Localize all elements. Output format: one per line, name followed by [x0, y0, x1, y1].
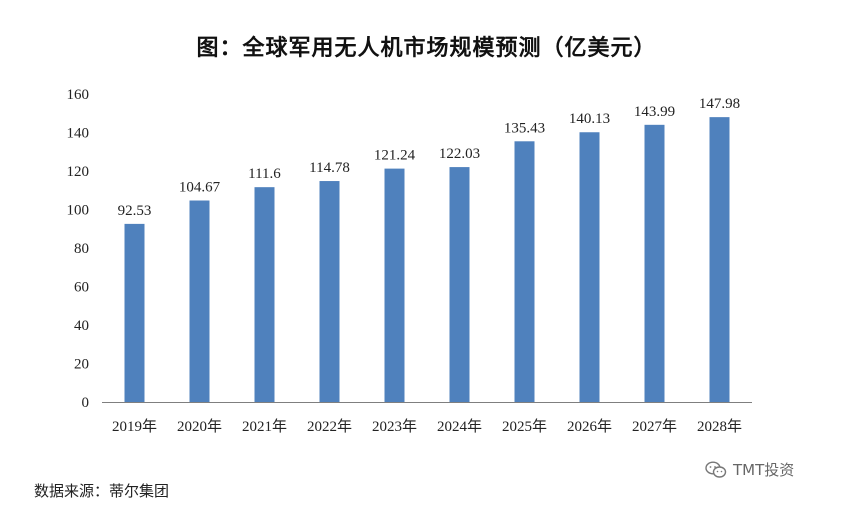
y-tick-label: 160: [67, 87, 90, 103]
wechat-icon: [705, 460, 727, 478]
x-tick-label: 2022年: [307, 418, 352, 435]
x-tick-label: 2026年: [567, 418, 612, 435]
data-label: 122.03: [439, 146, 480, 162]
y-tick-label: 20: [74, 357, 89, 373]
bar: [124, 223, 145, 402]
bar: [319, 181, 340, 402]
y-tick-label: 140: [67, 126, 90, 142]
bar: [384, 168, 405, 402]
y-tick-label: 120: [67, 164, 90, 180]
data-label: 147.98: [699, 96, 740, 112]
y-tick-label: 40: [74, 318, 89, 334]
data-label: 92.53: [118, 203, 152, 219]
bar: [514, 141, 535, 403]
bar: [254, 187, 275, 402]
data-label: 121.24: [374, 148, 416, 164]
bar: [644, 124, 665, 403]
y-tick-label: 0: [82, 395, 90, 411]
y-tick-label: 80: [74, 241, 89, 257]
x-tick-label: 2027年: [632, 418, 677, 435]
bar: [709, 117, 730, 403]
bars: [124, 117, 730, 403]
data-label: 143.99: [634, 104, 675, 120]
watermark-text: TMT投资: [733, 461, 795, 479]
x-tick-label: 2021年: [242, 418, 287, 435]
x-tick-label: 2028年: [697, 418, 742, 435]
data-label: 135.43: [504, 120, 545, 136]
bar: [189, 200, 210, 402]
x-tick-label: 2025年: [502, 418, 547, 435]
data-label: 114.78: [309, 160, 350, 176]
data-label: 140.13: [569, 111, 610, 127]
data-labels: 92.53 104.67 111.6 114.78 121.24 122.03 135.43…: [118, 96, 741, 219]
bar: [449, 167, 470, 402]
data-label: 104.67: [179, 180, 221, 196]
bar: [579, 132, 600, 402]
x-tick-label: 2023年: [372, 418, 417, 435]
y-tick-label: 60: [74, 280, 89, 296]
x-axis-tick-labels: 2019年 2020年 2021年 2022年 2023年 2024年 2025年 2026年…: [112, 418, 742, 435]
watermark: TMT投资: [705, 459, 794, 480]
y-axis-tick-labels: 0 20 40 60 80 100 120 140 160: [67, 87, 90, 411]
data-label: 111.6: [248, 166, 281, 182]
x-tick-label: 2024年: [437, 418, 482, 435]
x-tick-label: 2019年: [112, 418, 157, 435]
x-tick-label: 2020年: [177, 418, 222, 435]
chart-title: 图：全球军用无人机市场规模预测（亿美元）: [196, 36, 657, 61]
y-tick-label: 100: [67, 203, 90, 219]
source-note: 数据来源：蒂尔集团: [34, 482, 170, 500]
